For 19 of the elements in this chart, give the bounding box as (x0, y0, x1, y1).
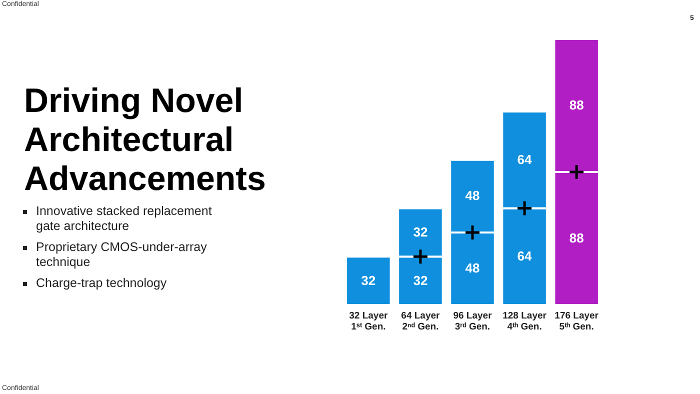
bar (345, 256, 392, 306)
x-tick-label: 64 Layer 2ⁿᵈ Gen. (401, 310, 440, 332)
text: Proprietary CMOS-under-array technique (35, 240, 208, 270)
text: Innovative stacked replacement gate architecture (35, 204, 213, 234)
data-label: 32 (361, 272, 376, 288)
data-label: 88 (569, 98, 584, 112)
data-label: 32 (413, 272, 428, 288)
data-label: 48 (465, 260, 480, 276)
x-tick-label: 32 Layer 1ˢᵗ Gen. (349, 310, 388, 332)
data-label: 64 (517, 152, 533, 167)
x-tick-label: 176 Layer 5ᵗʰ Gen. (554, 310, 599, 332)
x-tick-label: 128 Layer 4ᵗʰ Gen. (502, 310, 547, 332)
data-label: 88 (569, 230, 584, 246)
data-label: 48 (465, 188, 480, 204)
data-label: 32 (413, 224, 428, 240)
data-label: 64 (517, 248, 533, 264)
text: Charge-trap technology (35, 276, 168, 291)
text: Driving Novel Architectural Advancements (24, 82, 267, 199)
x-tick-label: 96 Layer 3ʳᵈ Gen. (453, 310, 492, 332)
